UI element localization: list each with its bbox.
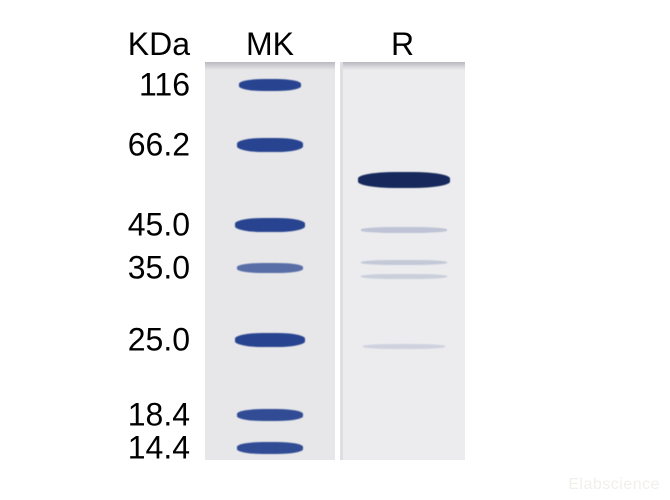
units-label: KDa xyxy=(128,26,190,63)
marker-band xyxy=(235,333,305,347)
molecular-weight-label: 25.0 xyxy=(128,322,190,359)
lane-marker: MK xyxy=(205,30,335,460)
molecular-weight-label: 66.2 xyxy=(128,127,190,164)
sample-band xyxy=(358,172,450,188)
lane-sample-gel xyxy=(340,62,465,460)
sample-band xyxy=(361,274,447,279)
marker-band xyxy=(237,138,303,152)
watermark-text: Elabscience xyxy=(568,476,660,494)
marker-band xyxy=(235,218,305,232)
molecular-weight-label: 14.4 xyxy=(128,430,190,467)
molecular-weight-label: 35.0 xyxy=(128,250,190,287)
marker-band xyxy=(237,442,303,454)
lane-header-marker: MK xyxy=(205,26,335,63)
sample-band xyxy=(363,344,445,349)
lane-header-sample: R xyxy=(340,26,465,63)
marker-band xyxy=(237,263,303,273)
molecular-weight-labels: KDa 11666.245.035.025.018.414.4 xyxy=(90,30,190,460)
sample-band xyxy=(361,227,447,233)
molecular-weight-label: 18.4 xyxy=(128,397,190,434)
marker-band xyxy=(239,79,301,91)
marker-band xyxy=(237,409,303,421)
gel-figure: KDa 116 66.2 45.0 35.0 25.0 18.414.4 MK R Ela… xyxy=(0,0,670,500)
lane-marker-gel xyxy=(205,62,335,460)
molecular-weight-label: 45.0 xyxy=(128,207,190,244)
sample-band xyxy=(361,260,447,265)
gel-area: MK R xyxy=(205,30,465,460)
molecular-weight-label: 116 xyxy=(139,67,190,104)
lane-sample: R xyxy=(340,30,465,460)
